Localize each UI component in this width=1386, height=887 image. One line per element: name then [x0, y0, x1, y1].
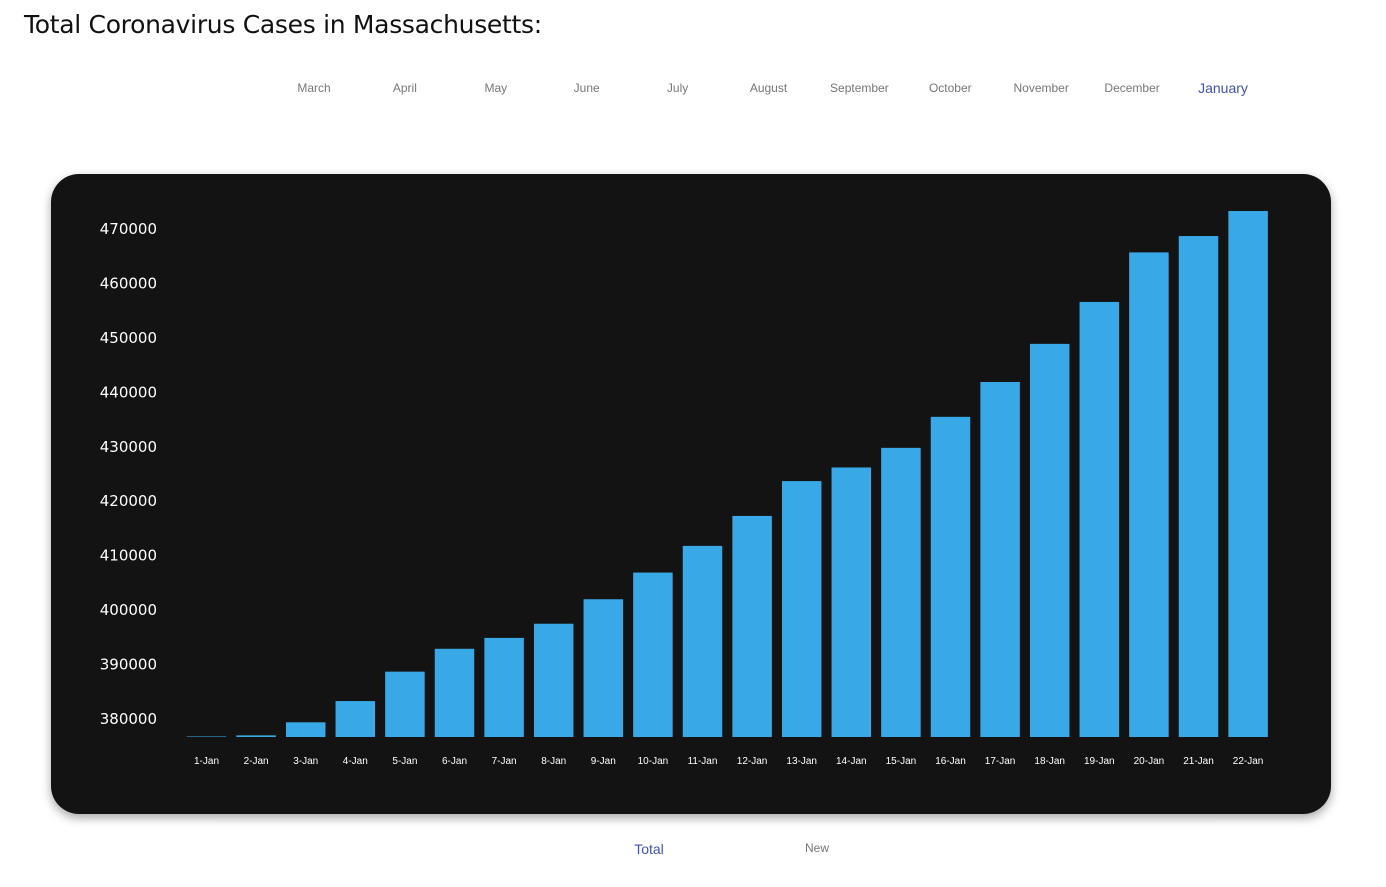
- y-tick-label: 460000: [100, 274, 157, 292]
- x-tick-label: 22-Jan: [1233, 756, 1264, 767]
- month-tabs: March April May June July August September Octo…: [0, 78, 1386, 100]
- x-tick-label: 1-Jan: [194, 756, 219, 767]
- y-tick-label: 420000: [100, 492, 157, 510]
- month-tab-march[interactable]: March: [297, 81, 331, 95]
- bar-17-Jan[interactable]: [980, 381, 1020, 737]
- x-tick-label: 7-Jan: [492, 756, 517, 767]
- x-tick-label: 17-Jan: [985, 756, 1016, 767]
- month-tab-october[interactable]: October: [928, 81, 972, 95]
- bar-10-Jan[interactable]: [633, 572, 673, 737]
- x-tick-label: 9-Jan: [591, 756, 616, 767]
- month-tab-june[interactable]: June: [573, 81, 600, 95]
- x-tick-label: 2-Jan: [244, 756, 269, 767]
- month-tab-july[interactable]: July: [666, 81, 689, 95]
- y-tick-label: 380000: [100, 710, 157, 728]
- chart-card: 380000 390000 400000 410000 420000 430000 4400…: [51, 174, 1331, 814]
- y-tick-label: 400000: [100, 601, 157, 619]
- x-tick-label: 12-Jan: [737, 756, 768, 767]
- y-tick-label: 430000: [100, 438, 157, 456]
- bar-2-Jan[interactable]: [236, 735, 276, 737]
- x-tick-label: 10-Jan: [638, 756, 669, 767]
- bar-14-Jan[interactable]: [831, 467, 872, 737]
- month-tab-november[interactable]: November: [1013, 81, 1069, 95]
- bar-6-Jan[interactable]: [434, 648, 475, 737]
- bar-19-Jan[interactable]: [1079, 301, 1120, 737]
- bar-13-Jan[interactable]: [781, 481, 822, 737]
- month-tab-september[interactable]: September: [830, 81, 889, 95]
- bar-21-Jan[interactable]: [1178, 236, 1219, 737]
- x-tick-label: 4-Jan: [343, 756, 368, 767]
- tab-total[interactable]: Total: [634, 841, 664, 857]
- bar-8-Jan[interactable]: [533, 623, 574, 737]
- x-tick-label: 21-Jan: [1183, 756, 1214, 767]
- bar-15-Jan[interactable]: [881, 447, 921, 737]
- bar-5-Jan[interactable]: [385, 671, 425, 737]
- x-tick-label: 16-Jan: [935, 756, 966, 767]
- x-tick-label: 5-Jan: [392, 756, 417, 767]
- bar-16-Jan[interactable]: [930, 416, 971, 737]
- y-tick-label: 450000: [100, 329, 157, 347]
- month-tab-may[interactable]: May: [484, 81, 508, 95]
- x-tick-label: 13-Jan: [786, 756, 817, 767]
- x-tick-label: 18-Jan: [1034, 756, 1065, 767]
- x-tick-label: 20-Jan: [1134, 756, 1165, 767]
- bar-12-Jan[interactable]: [732, 515, 772, 737]
- month-tab-december[interactable]: December: [1104, 81, 1160, 95]
- month-tab-april[interactable]: April: [392, 81, 417, 95]
- x-tick-label: 19-Jan: [1084, 756, 1115, 767]
- x-tick-label: 14-Jan: [836, 756, 867, 767]
- bar-4-Jan[interactable]: [335, 701, 376, 737]
- x-tick-label: 11-Jan: [688, 756, 718, 767]
- y-tick-label: 410000: [100, 547, 157, 565]
- x-tick-label: 8-Jan: [541, 756, 566, 767]
- month-tab-august[interactable]: August: [749, 81, 788, 95]
- y-tick-label: 440000: [100, 383, 157, 401]
- month-tab-january[interactable]: January: [1198, 80, 1248, 96]
- x-tick-label: 3-Jan: [293, 756, 318, 767]
- bar-7-Jan[interactable]: [484, 637, 524, 737]
- x-tick-label: 15-Jan: [886, 756, 917, 767]
- bar-20-Jan[interactable]: [1129, 252, 1169, 737]
- bar-chart: 380000 390000 400000 410000 420000 430000 4400…: [100, 211, 1268, 767]
- bar-11-Jan[interactable]: [682, 545, 723, 737]
- page-title: Total Coronavirus Cases in Massachusetts…: [24, 10, 542, 39]
- bar-22-Jan[interactable]: [1228, 211, 1268, 737]
- bar-9-Jan[interactable]: [583, 599, 624, 737]
- y-tick-label: 390000: [100, 656, 157, 674]
- bar-1-Jan[interactable]: [186, 736, 227, 737]
- tab-new[interactable]: New: [804, 841, 829, 855]
- x-tick-label: 6-Jan: [442, 756, 467, 767]
- view-toggle-bar: Total New: [216, 822, 1216, 883]
- y-tick-label: 470000: [100, 220, 157, 238]
- bar-18-Jan[interactable]: [1029, 343, 1070, 737]
- bar-3-Jan[interactable]: [285, 722, 326, 737]
